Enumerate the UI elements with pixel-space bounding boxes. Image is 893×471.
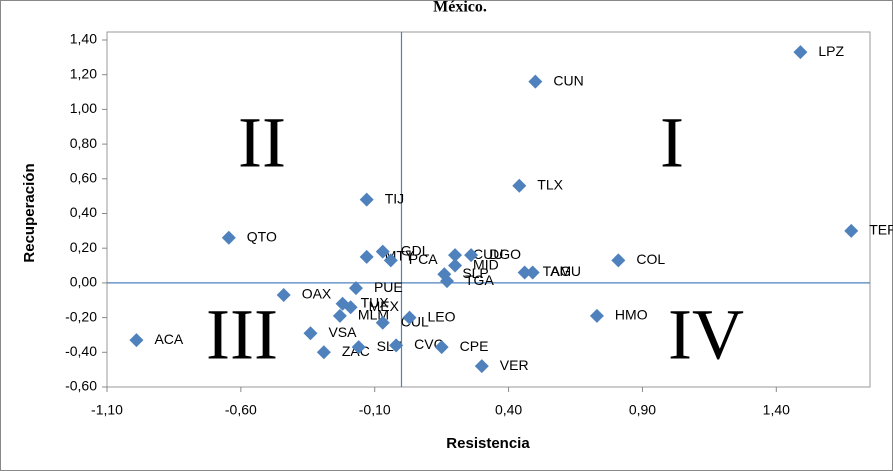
point xyxy=(359,192,374,207)
point-label: COL xyxy=(636,251,665,267)
point xyxy=(528,74,543,89)
point xyxy=(348,281,363,296)
point-label: ACA xyxy=(154,331,183,347)
x-tick-label: 0,90 xyxy=(629,402,656,418)
point xyxy=(359,249,374,264)
point-label: CUU xyxy=(473,246,503,262)
point xyxy=(383,253,398,268)
chart-title: México. xyxy=(433,0,487,16)
x-tick-label: 1,40 xyxy=(763,402,790,418)
point xyxy=(303,326,318,341)
point-label: TGA xyxy=(465,272,494,288)
point xyxy=(448,248,463,263)
point xyxy=(589,308,604,323)
point xyxy=(474,359,489,374)
point-label: QTO xyxy=(247,228,277,244)
point-label: LPZ xyxy=(818,43,844,59)
point xyxy=(512,178,527,193)
point-label: CPE xyxy=(460,338,489,354)
y-tick-label: -0,40 xyxy=(65,343,97,359)
y-axis-title: Recuperación xyxy=(21,163,38,262)
point-label: TAM xyxy=(543,263,572,279)
point-label: PUE xyxy=(374,279,403,295)
point-label: TLX xyxy=(537,176,563,192)
y-tick-label: -0,60 xyxy=(65,378,97,394)
point xyxy=(464,248,479,263)
quadrant-label: III xyxy=(206,295,278,375)
point-label: DGO xyxy=(489,246,521,262)
y-tick-label: 1,20 xyxy=(70,65,97,81)
point xyxy=(793,45,808,60)
point xyxy=(402,310,417,325)
point xyxy=(375,315,390,330)
point xyxy=(276,288,291,303)
point-label: VSA xyxy=(328,324,357,340)
point-label: LEO xyxy=(428,308,456,324)
point-label: OAX xyxy=(302,286,332,302)
y-tick-label: 0,20 xyxy=(70,239,97,255)
quadrant-label: II xyxy=(238,103,286,183)
point xyxy=(129,333,144,348)
point xyxy=(440,274,455,289)
point-label: HMO xyxy=(615,307,648,323)
point xyxy=(844,223,859,238)
y-tick-label: 1,00 xyxy=(70,100,97,116)
point xyxy=(448,258,463,273)
point xyxy=(375,244,390,259)
point xyxy=(221,230,236,245)
y-tick-label: -0,20 xyxy=(65,308,97,324)
point xyxy=(434,340,449,355)
x-tick-label: -0,60 xyxy=(225,402,257,418)
point-label: TUX xyxy=(361,294,390,310)
point-label: TIJ xyxy=(385,190,404,206)
point-label: TEP xyxy=(869,222,893,238)
point xyxy=(525,265,540,280)
y-tick-label: 0,80 xyxy=(70,135,97,151)
x-tick-label: 0,40 xyxy=(495,402,522,418)
y-tick-label: 0,40 xyxy=(70,204,97,220)
quadrant-label: I xyxy=(660,103,684,183)
plot-frame xyxy=(106,31,871,388)
point-label: GDL xyxy=(401,242,430,258)
point-label: SLP xyxy=(462,265,488,281)
point xyxy=(517,265,532,280)
point xyxy=(351,340,366,355)
x-tick-label: -1,10 xyxy=(91,402,123,418)
y-tick-label: 0,60 xyxy=(70,170,97,186)
y-tick-label: 0,00 xyxy=(70,274,97,290)
point-label: MID xyxy=(473,256,499,272)
y-tick-label: 1,40 xyxy=(70,31,97,47)
point-label: PCA xyxy=(409,251,438,267)
point-label: CUN xyxy=(553,72,583,88)
point xyxy=(389,338,404,353)
point-label: VER xyxy=(500,357,529,373)
point xyxy=(343,300,358,315)
x-axis-title: Resistencia xyxy=(446,435,530,452)
x-tick-label: -0,10 xyxy=(359,402,391,418)
point-label: AGU xyxy=(551,263,581,279)
point xyxy=(316,345,331,360)
point-label: MEX xyxy=(369,298,400,314)
point xyxy=(332,308,347,323)
quadrant-label: IV xyxy=(668,295,744,375)
point xyxy=(611,253,626,268)
